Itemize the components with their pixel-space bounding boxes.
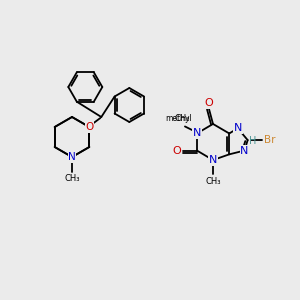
Text: N: N <box>234 123 242 133</box>
Text: O: O <box>85 122 93 132</box>
Text: O: O <box>172 146 181 155</box>
Text: CH₃: CH₃ <box>64 174 80 183</box>
Text: N: N <box>68 152 76 162</box>
Text: CH₃: CH₃ <box>174 114 190 124</box>
Text: Br: Br <box>264 135 275 145</box>
Text: CH₃: CH₃ <box>205 177 221 186</box>
Text: methyl: methyl <box>166 114 192 124</box>
Text: O: O <box>205 98 213 108</box>
Text: H: H <box>249 136 256 146</box>
Text: N: N <box>193 128 201 138</box>
Text: N: N <box>240 146 249 155</box>
Text: N: N <box>209 155 217 165</box>
